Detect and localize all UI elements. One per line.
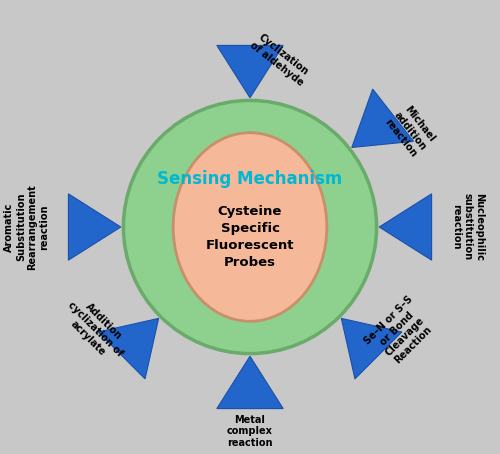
Text: Michael
addition
reaction: Michael addition reaction	[383, 103, 437, 159]
Text: Addition
cyclization of
acrylate: Addition cyclization of acrylate	[58, 292, 134, 367]
Polygon shape	[217, 45, 283, 98]
Text: Aromatic
Substitution
Rearrangement
reaction: Aromatic Substitution Rearrangement reac…	[4, 184, 49, 270]
Text: Nucleophilic
substitution
reaction: Nucleophilic substitution reaction	[451, 193, 484, 261]
Ellipse shape	[173, 133, 327, 321]
Polygon shape	[217, 356, 283, 409]
Text: Sensing Mechanism: Sensing Mechanism	[158, 170, 342, 188]
Text: Cysteine
Specific
Fluorescent
Probes: Cysteine Specific Fluorescent Probes	[206, 206, 294, 270]
Circle shape	[124, 100, 376, 354]
Text: Cyclization
of aldehyde: Cyclization of aldehyde	[248, 31, 312, 88]
Polygon shape	[342, 318, 402, 379]
Polygon shape	[379, 194, 432, 260]
Text: Metal
complex
reaction: Metal complex reaction	[227, 415, 273, 448]
Text: Se–N or S–S
or Bond
Cleavage
Reaction: Se–N or S–S or Bond Cleavage Reaction	[362, 294, 440, 371]
Polygon shape	[352, 89, 414, 148]
Polygon shape	[98, 318, 158, 379]
Polygon shape	[68, 194, 121, 260]
